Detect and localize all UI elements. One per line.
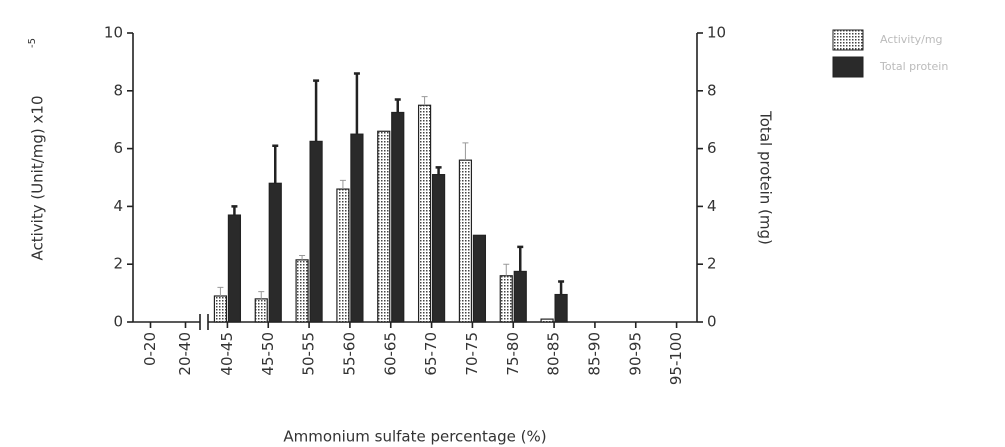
x-tick-label: 70-75 (463, 332, 481, 376)
error-bar (353, 72, 360, 135)
error-bar (435, 166, 442, 175)
bar (513, 270, 527, 323)
bar (295, 259, 309, 323)
y-tick-label: 0 (113, 313, 123, 331)
bar (254, 298, 268, 323)
legend-swatch (832, 56, 864, 78)
error-bar (217, 286, 224, 296)
x-tick-label: 40-45 (218, 332, 236, 376)
bar (417, 104, 432, 323)
y2-tick-label: 10 (707, 24, 726, 42)
x-tick-label: 0-20 (141, 332, 159, 366)
bar (540, 318, 554, 323)
y2-tick-label: 6 (707, 139, 717, 157)
x-tick-label: 75-80 (504, 332, 522, 376)
error-bar (339, 179, 346, 190)
y-axis-label: Activity (Unit/mg) x10 (29, 95, 47, 260)
legend-label: Total protein (879, 60, 948, 73)
error-bar (231, 205, 238, 216)
bar (554, 293, 568, 323)
y2-axis-label: Total protein (mg) (757, 110, 775, 245)
x-axis-label: Ammonium sulfate percentage (%) (283, 428, 546, 446)
x-tick-label: 90-95 (626, 332, 644, 376)
bar (431, 174, 446, 323)
y-tick-label: 10 (104, 24, 123, 42)
bar (268, 182, 282, 323)
y-tick-label: 4 (113, 197, 123, 215)
x-tick-label: 50-55 (300, 332, 318, 376)
bar (213, 295, 228, 323)
x-tick-label: 65-70 (422, 332, 440, 376)
legend-swatch (832, 29, 864, 51)
y2-tick-label: 4 (707, 197, 717, 215)
x-tick-label: 20-40 (176, 332, 194, 376)
error-bar (313, 79, 320, 142)
bar (391, 111, 405, 323)
bar (350, 133, 364, 323)
y2-tick-label: 0 (707, 313, 717, 331)
y-tick-label: 6 (113, 139, 123, 157)
bar (499, 275, 513, 323)
y-axis-label-exponent: -5 (27, 38, 38, 48)
bar (309, 140, 323, 323)
error-bar (558, 280, 565, 295)
y-tick-label: 8 (113, 81, 123, 99)
y2-tick-label: 8 (707, 81, 717, 99)
x-tick-label: 60-65 (381, 332, 399, 376)
x-tick-label: 95-100 (667, 332, 685, 385)
x-tick-label: 55-60 (340, 332, 358, 376)
bar (472, 234, 487, 323)
x-tick-label: 85-90 (585, 332, 603, 376)
error-bar (394, 98, 401, 113)
y-tick-label: 2 (113, 255, 123, 273)
error-bar (503, 263, 510, 276)
legend-label: Activity/mg (880, 33, 943, 46)
y2-tick-label: 2 (707, 255, 717, 273)
bar (227, 214, 242, 323)
x-tick-label: 80-85 (545, 332, 563, 376)
error-bar (258, 291, 265, 299)
bar (377, 130, 391, 323)
error-bar (299, 255, 306, 260)
error-bar (517, 245, 524, 272)
bar (336, 188, 350, 323)
x-tick-label: 45-50 (259, 332, 277, 376)
error-bar (421, 96, 428, 106)
error-bar (462, 142, 469, 161)
error-bar (272, 144, 279, 184)
bar (458, 159, 473, 323)
